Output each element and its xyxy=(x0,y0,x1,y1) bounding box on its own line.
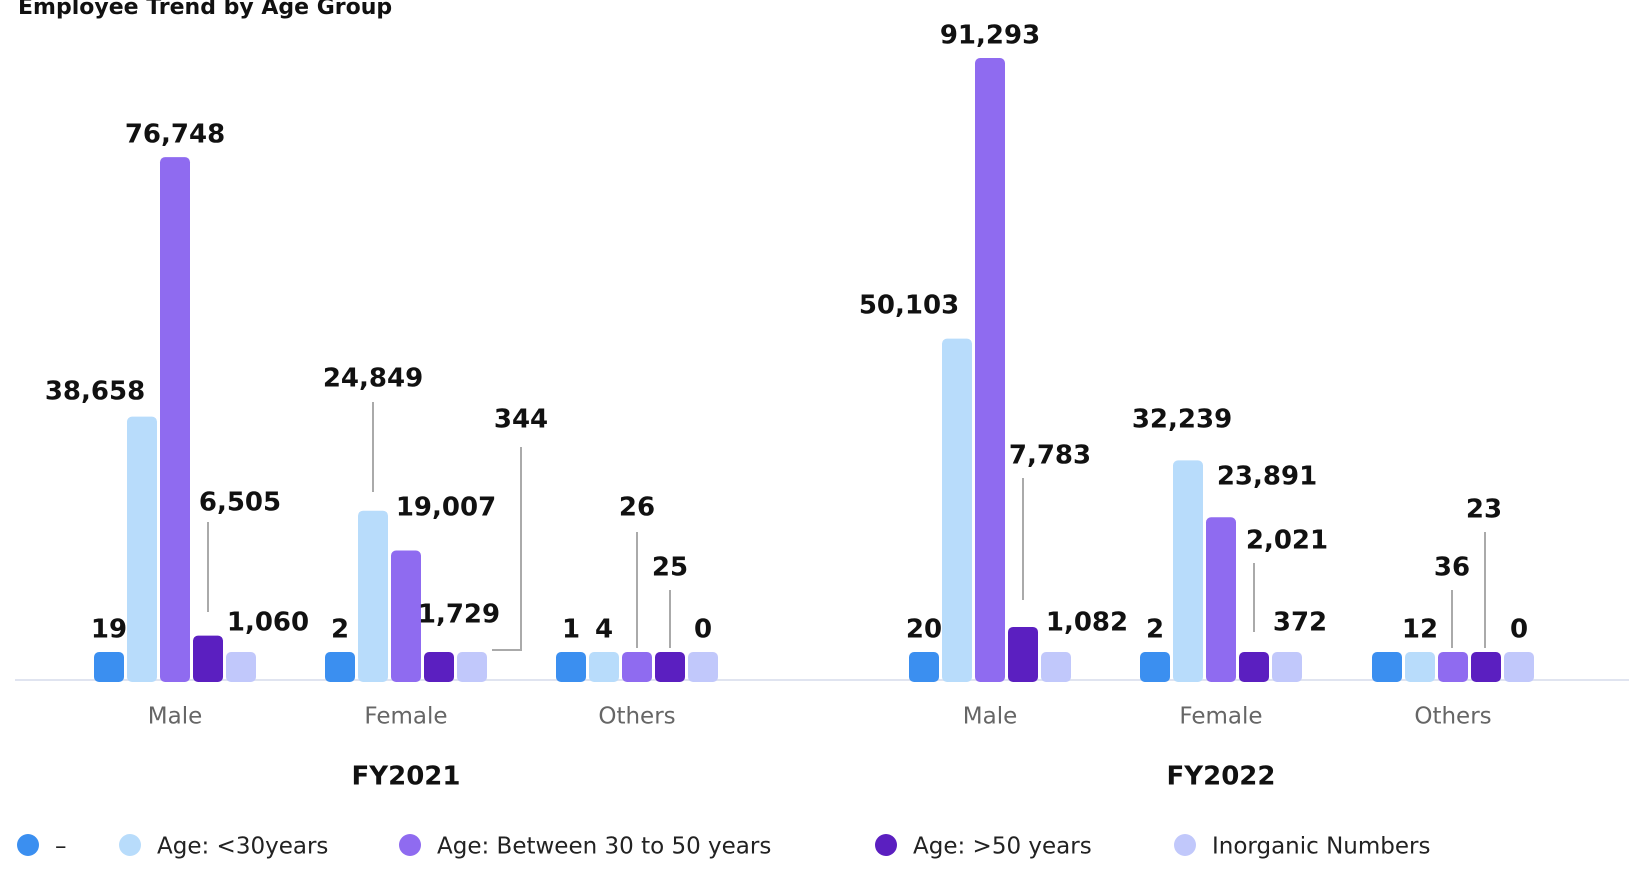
legend-label: Age: <30years xyxy=(157,834,328,860)
value-label: 1,082 xyxy=(1046,608,1128,638)
bar xyxy=(556,652,586,682)
category-label: Others xyxy=(1414,704,1491,730)
bar xyxy=(622,652,652,682)
legend-marker xyxy=(399,834,421,856)
bar xyxy=(1504,652,1534,682)
bar xyxy=(1471,652,1501,682)
bar xyxy=(909,652,939,682)
category-label: Male xyxy=(963,704,1017,730)
legend-marker xyxy=(875,834,897,856)
value-label: 344 xyxy=(494,405,548,435)
group-label: FY2021 xyxy=(352,762,461,792)
category-label: Male xyxy=(148,704,202,730)
value-label: 38,658 xyxy=(45,377,145,407)
value-label: 7,783 xyxy=(1009,441,1091,471)
bar xyxy=(1239,652,1269,682)
bar xyxy=(942,338,972,682)
legend-marker xyxy=(119,834,141,856)
bar xyxy=(1405,652,1435,682)
bar xyxy=(975,58,1005,682)
bar xyxy=(325,652,355,682)
value-label: 1,729 xyxy=(418,600,500,630)
bar xyxy=(127,416,157,682)
bar xyxy=(160,157,190,683)
value-label: 2 xyxy=(331,615,349,645)
value-label: 372 xyxy=(1273,608,1327,638)
value-label: 23,891 xyxy=(1217,462,1317,492)
value-label: 20 xyxy=(906,615,942,645)
bar xyxy=(1173,460,1203,682)
legend-label: Inorganic Numbers xyxy=(1212,834,1430,860)
bar xyxy=(226,652,256,682)
value-label: 23 xyxy=(1466,495,1502,525)
bar xyxy=(1372,652,1402,682)
value-label: 50,103 xyxy=(859,291,959,321)
bar xyxy=(358,510,388,682)
legend-label: – xyxy=(55,834,67,860)
value-label: 32,239 xyxy=(1132,405,1232,435)
bar xyxy=(94,652,124,682)
value-label: 26 xyxy=(619,493,655,523)
value-label: 91,293 xyxy=(940,21,1040,51)
legend-label: Age: Between 30 to 50 years xyxy=(437,834,771,860)
bar xyxy=(424,652,454,682)
legend-marker xyxy=(17,834,39,856)
value-label: 19,007 xyxy=(396,493,496,523)
bar xyxy=(193,635,223,682)
value-label: 36 xyxy=(1434,553,1470,583)
value-label: 0 xyxy=(1510,615,1528,645)
value-label: 25 xyxy=(652,553,688,583)
value-label: 0 xyxy=(694,615,712,645)
value-label: 19 xyxy=(91,615,127,645)
bar xyxy=(589,652,619,682)
value-label: 4 xyxy=(595,615,613,645)
value-label: 12 xyxy=(1402,615,1438,645)
bar xyxy=(1438,652,1468,682)
leader-line xyxy=(492,447,522,651)
value-label: 6,505 xyxy=(199,488,281,518)
group-label: FY2022 xyxy=(1167,762,1276,792)
bar xyxy=(1041,652,1071,682)
value-label: 24,849 xyxy=(323,364,423,394)
bar xyxy=(1140,652,1170,682)
value-label: 76,748 xyxy=(125,120,225,150)
bar xyxy=(1272,652,1302,682)
bar xyxy=(391,550,421,682)
value-label: 1,060 xyxy=(227,608,309,638)
legend-label: Age: >50 years xyxy=(913,834,1092,860)
bar xyxy=(655,652,685,682)
category-label: Female xyxy=(364,704,447,730)
bar xyxy=(1206,517,1236,682)
value-label: 2 xyxy=(1146,615,1164,645)
legend-marker xyxy=(1174,834,1196,856)
value-label: 2,021 xyxy=(1246,526,1328,556)
bar xyxy=(688,652,718,682)
category-label: Others xyxy=(598,704,675,730)
category-label: Female xyxy=(1179,704,1262,730)
bar xyxy=(1008,626,1038,682)
bar xyxy=(457,652,487,682)
chart-title: Employee Trend by Age Group xyxy=(18,0,392,20)
value-label: 1 xyxy=(562,615,580,645)
